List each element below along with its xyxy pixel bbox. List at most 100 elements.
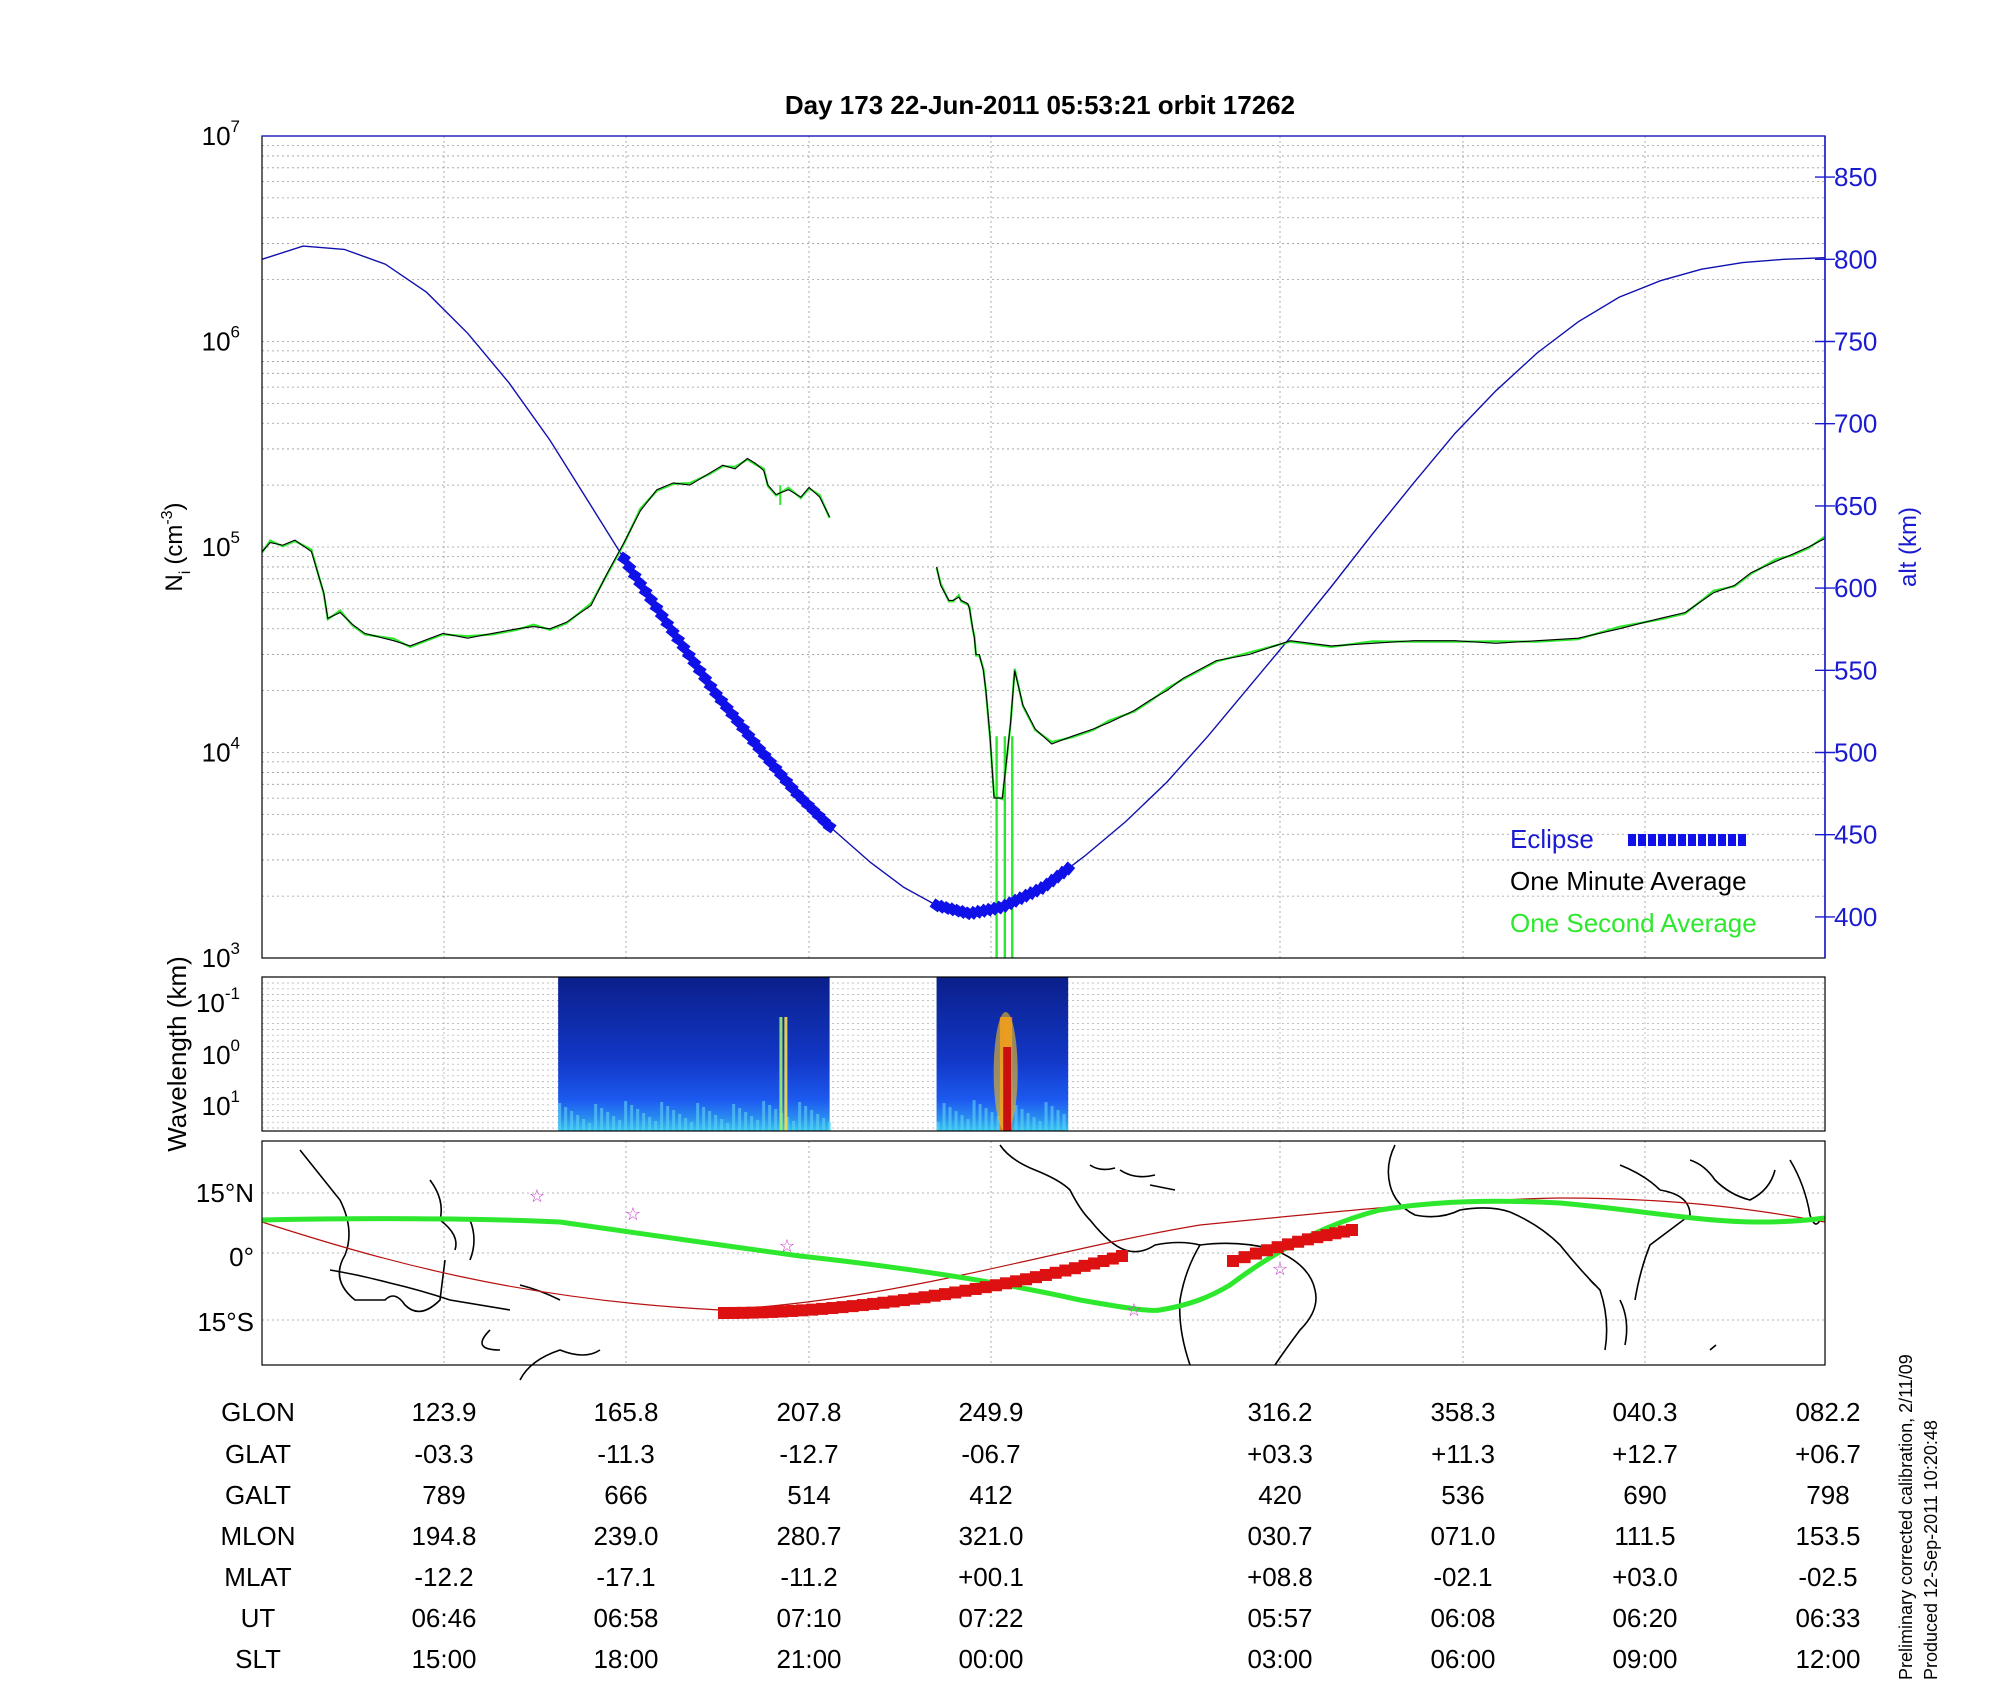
eclipse-track-marker [1106,1252,1119,1265]
table-cell: +11.3 [1431,1439,1495,1469]
spectrogram-texture [564,1106,568,1131]
spectrogram-hotspot [784,1017,788,1131]
eclipse-track-marker [1059,1264,1072,1277]
spectrogram-texture [738,1107,742,1131]
eclipse-track-marker [1249,1247,1262,1260]
legend-eclipse-marker [1728,834,1736,846]
satellite-track-line [261,1198,1826,1313]
spectrogram-texture [786,1116,790,1131]
table-cell: 21:00 [776,1644,841,1674]
spectrogram-texture [792,1120,796,1131]
table-cell: 798 [1806,1480,1849,1510]
eclipse-track-marker [1010,1275,1023,1288]
table-cell: 06:20 [1612,1603,1677,1633]
spectrogram-texture [948,1107,952,1131]
star-marker-icon: ☆ [625,1204,641,1224]
table-cell: 06:58 [593,1603,658,1633]
legend-eclipse-marker [1738,834,1746,846]
map-tracks: ☆ ☆ ☆ ☆ ☆ [261,1186,1826,1320]
spectrogram-texture [726,1122,730,1131]
eclipse-track-marker [1088,1257,1101,1270]
eclipse-track-marker [1238,1251,1251,1264]
map-y-ticks: 15°N 0° 15°S [196,1178,254,1337]
table-cell: 18:00 [593,1644,658,1674]
eclipse-track-marker [897,1294,910,1307]
table-cell: 071.0 [1430,1521,1495,1551]
spectrogram-texture [690,1121,694,1131]
spectrogram-blocks [558,977,1069,1132]
density-panel: 103 104 105 106 107 400 450 500 550 600 650 700 750… [159,117,1922,973]
density-ytick-label: 104 [202,734,240,768]
spectrogram-texture [996,1116,1000,1131]
altitude-tick-label: 500 [1834,738,1877,768]
coastline-madagascar [1619,1299,1628,1346]
spectrogram-texture [630,1104,634,1131]
table-cell: 123.9 [411,1397,476,1427]
spectrogram-texture [972,1100,976,1131]
spectrogram-texture [1032,1117,1036,1131]
spectrogram-texture [684,1117,688,1131]
eclipse-track-marker [1282,1238,1295,1251]
spectrogram-panel: 10-1 100 101 Wavelength (km) [162,956,1826,1152]
spectrogram-block [558,977,830,1131]
eclipse-track-marker [1049,1266,1062,1279]
eclipse-track-marker [1301,1233,1314,1246]
table-cell: -11.2 [780,1562,837,1592]
eclipse-track-marker [766,1305,779,1318]
table-cell: 111.5 [1614,1521,1675,1551]
table-cell: -03.3 [414,1439,473,1469]
eclipse-marker [822,819,837,834]
map-ytick-label: 0° [229,1242,254,1272]
eclipse-track-marker [1069,1262,1082,1275]
spectrogram-texture [816,1113,820,1131]
eclipse-track-marker [867,1297,880,1310]
table-cell: 412 [969,1480,1012,1510]
eclipse-marker [1061,861,1076,876]
spectrogram-texture [744,1111,748,1131]
table-cell: 06:08 [1430,1603,1495,1633]
table-cell: +00.1 [958,1562,1024,1592]
table-cell: 690 [1623,1480,1666,1510]
table-cell: 321.0 [958,1521,1023,1551]
spectrogram-hotspot [779,1017,783,1131]
spectrogram-texture [606,1111,610,1131]
eclipse-track-marker [786,1304,799,1317]
spectrogram-texture [618,1119,622,1131]
table-row-label: MLON [220,1521,295,1551]
table-row-label: GLAT [225,1439,291,1469]
eclipse-track-marker [1292,1235,1305,1248]
eclipse-track-marker [718,1307,730,1319]
eclipse-track-marker [1311,1231,1324,1244]
coastline-caribbean [1089,1164,1176,1191]
table-cell: 09:00 [1612,1644,1677,1674]
altitude-ylabel: alt (km) [1895,507,1922,587]
table-cell: +03.3 [1247,1439,1313,1469]
spectrogram-texture [600,1107,604,1131]
eclipse-track-marker [1260,1244,1273,1257]
spectrogram-ytick-label: 100 [202,1036,240,1070]
spectrogram-texture [954,1111,958,1131]
altitude-right-ticks: 400 450 500 550 600 650 700 750 800 850 [1815,162,1877,932]
table-cell: 07:22 [958,1603,1023,1633]
coastline-australia [481,1329,601,1381]
coastline-west-africa [1387,1144,1511,1218]
table-cell: 789 [422,1480,465,1510]
table-row-label: MLAT [224,1562,292,1592]
eclipse-track-marker [877,1296,890,1309]
table-cell: 194.8 [411,1521,476,1551]
eclipse-track-marker [1271,1241,1284,1254]
eclipse-track-marker [1029,1271,1042,1284]
legend-eclipse-marker [1678,834,1686,846]
spectrogram-y-ticks: 10-1 100 101 [196,984,240,1121]
table-cell: 153.5 [1795,1521,1860,1551]
table-cell: +08.8 [1247,1562,1313,1592]
table-cell: 15:00 [411,1644,476,1674]
eclipse-track-marker [776,1305,789,1318]
legend-eclipse-marker [1698,834,1706,846]
map-ytick-label: 15°S [197,1307,254,1337]
legend-eclipse-marker [1658,834,1666,846]
legend-eclipse-marker [1688,834,1696,846]
legend-minute-label: One Minute Average [1510,866,1747,896]
spectrogram-texture [774,1108,778,1131]
coastline-south-america [1178,1242,1317,1366]
